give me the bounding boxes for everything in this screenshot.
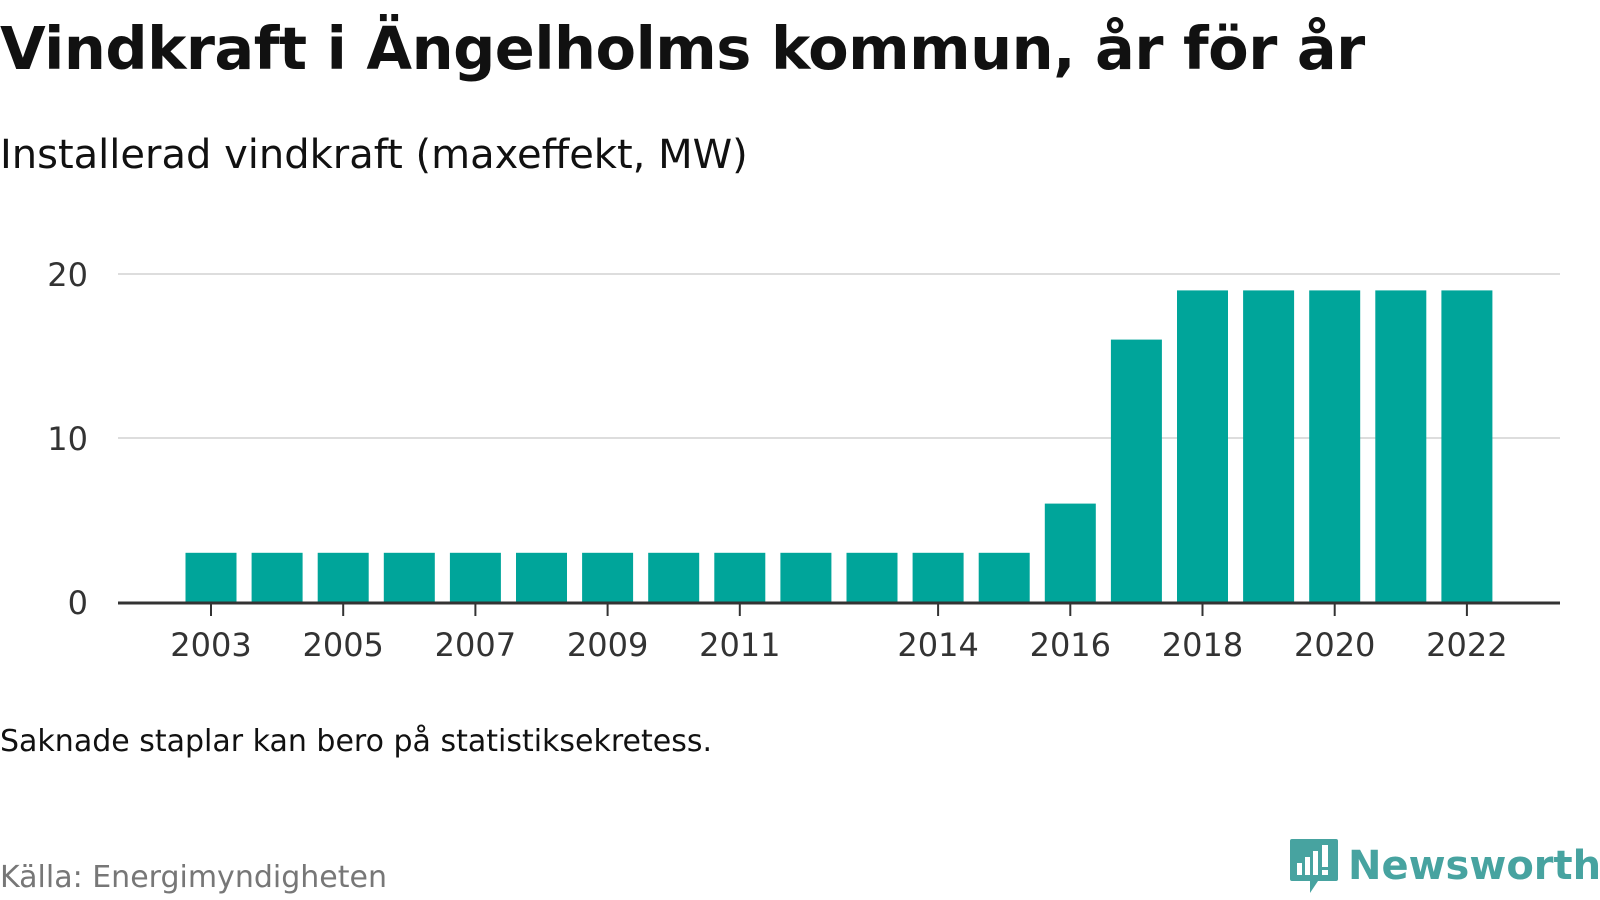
x-tick-label: 2018 — [1162, 626, 1243, 664]
bar-2018 — [1177, 290, 1228, 602]
footnote: Saknade staplar kan bero på statistiksek… — [0, 724, 713, 759]
bar-2021 — [1375, 290, 1427, 602]
bar-2014 — [912, 552, 964, 602]
x-tick-label: 2014 — [897, 626, 978, 664]
x-tick-label: 2020 — [1294, 626, 1375, 664]
bar-2005 — [317, 552, 369, 602]
bar-2013 — [846, 552, 898, 602]
x-tick-label: 2003 — [170, 626, 251, 664]
x-tick-label: 2011 — [699, 626, 780, 664]
bar-chart-speech-bubble-icon — [1290, 839, 1338, 893]
x-tick-label: 2005 — [302, 626, 383, 664]
chart-title: Vindkraft i Ängelholms kommun, år för år — [0, 14, 1365, 83]
bar-2020 — [1309, 290, 1361, 602]
bar-2022 — [1441, 290, 1493, 602]
x-tick-label: 2007 — [435, 626, 516, 664]
bar-2010 — [648, 552, 700, 602]
bar-2019 — [1243, 290, 1295, 602]
x-tick-label: 2016 — [1030, 626, 1111, 664]
x-tick-label: 2009 — [567, 626, 648, 664]
y-tick-label: 10 — [47, 420, 88, 458]
chart-subtitle: Installerad vindkraft (maxeffekt, MW) — [0, 132, 748, 178]
bar-2016 — [1044, 503, 1096, 602]
bar-2004 — [251, 552, 303, 602]
bar-2012 — [780, 552, 832, 602]
y-tick-label: 20 — [47, 256, 88, 294]
bar-2011 — [714, 552, 766, 602]
bar-2006 — [383, 552, 435, 602]
x-tick-labels: 2003 2005 2007 2009 2011 2014 2016 2018 2020 2022 — [170, 604, 1508, 664]
brand-logo: Newsworthy — [1288, 836, 1600, 896]
bar-2007 — [449, 552, 501, 602]
y-tick-label: 0 — [68, 584, 88, 622]
bar-2009 — [582, 552, 634, 602]
brand-name: Newsworthy — [1348, 843, 1600, 889]
bar-2015 — [978, 552, 1030, 602]
bar-2017 — [1110, 339, 1162, 602]
x-tick-label: 2022 — [1426, 626, 1507, 664]
bar-2003 — [185, 552, 237, 602]
bar-2008 — [516, 552, 567, 602]
bars — [185, 290, 1493, 602]
y-tick-labels: 0 10 20 — [47, 256, 88, 622]
source-label: Källa: Energimyndigheten — [0, 860, 387, 895]
